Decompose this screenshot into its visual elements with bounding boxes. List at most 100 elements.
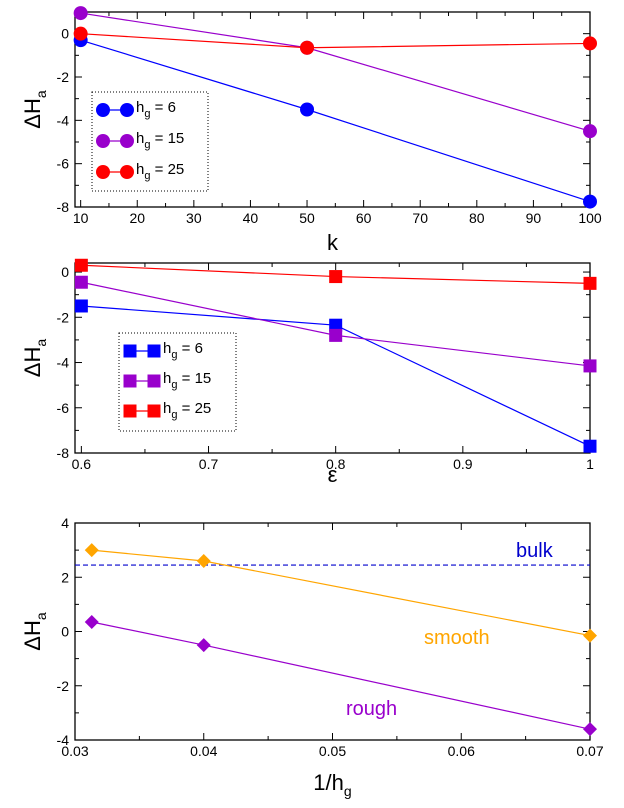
data-point bbox=[583, 124, 597, 139]
x-axis-label-sub: g bbox=[344, 783, 352, 799]
data-point bbox=[74, 299, 88, 313]
legend-label-rest: = 6 bbox=[177, 340, 202, 357]
series-label-rough: rough bbox=[346, 698, 397, 720]
data-point bbox=[583, 722, 597, 737]
legend-marker bbox=[123, 404, 137, 418]
x-tick-label: 90 bbox=[526, 210, 542, 226]
y-axis-label-sub: a bbox=[33, 612, 49, 620]
x-tick-label: 70 bbox=[412, 210, 428, 226]
x-tick-label: 40 bbox=[243, 210, 259, 226]
panel-3: 0.03 0.04 0.05 0.06 0.07 4 2 0 -2 -4 1/hg ΔHa bulk sm… bbox=[20, 515, 604, 799]
y-tick-label: 2 bbox=[61, 569, 69, 585]
legend-label-rest: = 25 bbox=[177, 400, 211, 417]
legend-marker bbox=[123, 344, 137, 358]
legend-label-main: h bbox=[136, 161, 144, 178]
x-axis-label-main: 1/h bbox=[313, 770, 344, 795]
series-line bbox=[91, 621, 591, 730]
legend-label-main: h bbox=[136, 130, 144, 147]
legend-label-rest: = 15 bbox=[177, 370, 211, 387]
legend-marker bbox=[96, 165, 110, 179]
legend-label-sub: g bbox=[171, 409, 177, 421]
y-tick-label: -4 bbox=[57, 355, 70, 371]
data-point bbox=[583, 359, 597, 373]
legend-label-rest: = 6 bbox=[150, 99, 175, 116]
legend-label-main: h bbox=[136, 99, 144, 116]
legend-label: hg = 15 bbox=[163, 370, 211, 391]
y-axis-label-sub: a bbox=[33, 339, 49, 347]
x-tick-label: 0.9 bbox=[453, 456, 473, 472]
y-tick-label: -8 bbox=[57, 445, 70, 461]
y-axis-label: ΔHa bbox=[20, 339, 49, 378]
legend-label-sub: g bbox=[144, 108, 150, 120]
data-point bbox=[329, 318, 343, 332]
x-tick-label: 0.06 bbox=[448, 743, 475, 759]
y-axis-label-main: ΔH bbox=[20, 347, 45, 378]
legend-marker bbox=[96, 103, 110, 117]
y-tick-label: 0 bbox=[61, 264, 69, 280]
legend-marker bbox=[120, 134, 134, 148]
x-tick-label: 60 bbox=[356, 210, 372, 226]
data-point bbox=[74, 275, 88, 289]
x-tick-label: 80 bbox=[469, 210, 485, 226]
y-tick-label: -2 bbox=[57, 678, 70, 694]
legend-label: hg = 25 bbox=[136, 161, 184, 182]
y-axis-label-main: ΔH bbox=[20, 98, 45, 129]
legend-label-sub: g bbox=[144, 170, 150, 182]
data-point bbox=[583, 628, 597, 643]
series-line bbox=[91, 549, 591, 637]
legend-label: hg = 6 bbox=[163, 340, 203, 361]
legend-label: hg = 15 bbox=[136, 130, 184, 151]
plot-frame bbox=[74, 262, 591, 454]
legend-marker bbox=[96, 134, 110, 148]
x-tick-label: 0.7 bbox=[199, 456, 219, 472]
x-tick-label: 0.04 bbox=[190, 743, 217, 759]
y-tick-label: -6 bbox=[57, 156, 70, 172]
legend-marker bbox=[120, 103, 134, 117]
data-point bbox=[196, 638, 211, 653]
legend-label-sub: g bbox=[171, 349, 177, 361]
x-tick-label: 10 bbox=[73, 210, 89, 226]
x-axis-label: 1/hg bbox=[313, 770, 351, 799]
data-point bbox=[84, 543, 99, 558]
data-point bbox=[583, 276, 597, 290]
data-point bbox=[583, 194, 597, 209]
x-tick-label: 100 bbox=[578, 210, 602, 226]
y-tick-label: -4 bbox=[57, 112, 70, 128]
series-label-smooth: smooth bbox=[424, 627, 490, 649]
legend-marker bbox=[147, 344, 161, 358]
x-tick-label: 0.05 bbox=[319, 743, 346, 759]
data-point bbox=[300, 40, 315, 55]
data-point bbox=[196, 553, 211, 568]
legend-label-main: h bbox=[163, 400, 171, 417]
data-point bbox=[73, 6, 88, 21]
x-axis-label: k bbox=[327, 230, 339, 255]
data-point bbox=[583, 36, 597, 51]
x-tick-label: 0.8 bbox=[326, 456, 346, 472]
data-point bbox=[74, 258, 88, 272]
legend-label-main: h bbox=[163, 340, 171, 357]
y-tick-label: -4 bbox=[57, 732, 70, 748]
series-line bbox=[80, 33, 591, 49]
y-tick-label: 4 bbox=[61, 515, 69, 531]
legend-label: hg = 25 bbox=[163, 400, 211, 421]
y-axis-label: ΔHa bbox=[20, 612, 49, 651]
y-axis-label-sub: a bbox=[33, 90, 49, 98]
y-tick-label: 0 bbox=[61, 624, 69, 640]
plot-frame bbox=[74, 11, 591, 208]
y-tick-label: 0 bbox=[61, 26, 69, 42]
y-tick-label: -2 bbox=[57, 309, 70, 325]
x-tick-label: 50 bbox=[299, 210, 315, 226]
x-tick-label: 0.6 bbox=[72, 456, 92, 472]
x-tick-label: 20 bbox=[129, 210, 145, 226]
data-point bbox=[84, 615, 99, 630]
x-tick-label: 0.03 bbox=[61, 743, 88, 759]
legend-marker bbox=[120, 165, 134, 179]
legend-marker bbox=[147, 374, 161, 388]
bulk-label: bulk bbox=[516, 540, 554, 562]
data-point bbox=[329, 328, 343, 342]
legend-label-sub: g bbox=[144, 139, 150, 151]
x-tick-label: 1 bbox=[586, 456, 594, 472]
y-axis-label-main: ΔH bbox=[20, 620, 45, 651]
